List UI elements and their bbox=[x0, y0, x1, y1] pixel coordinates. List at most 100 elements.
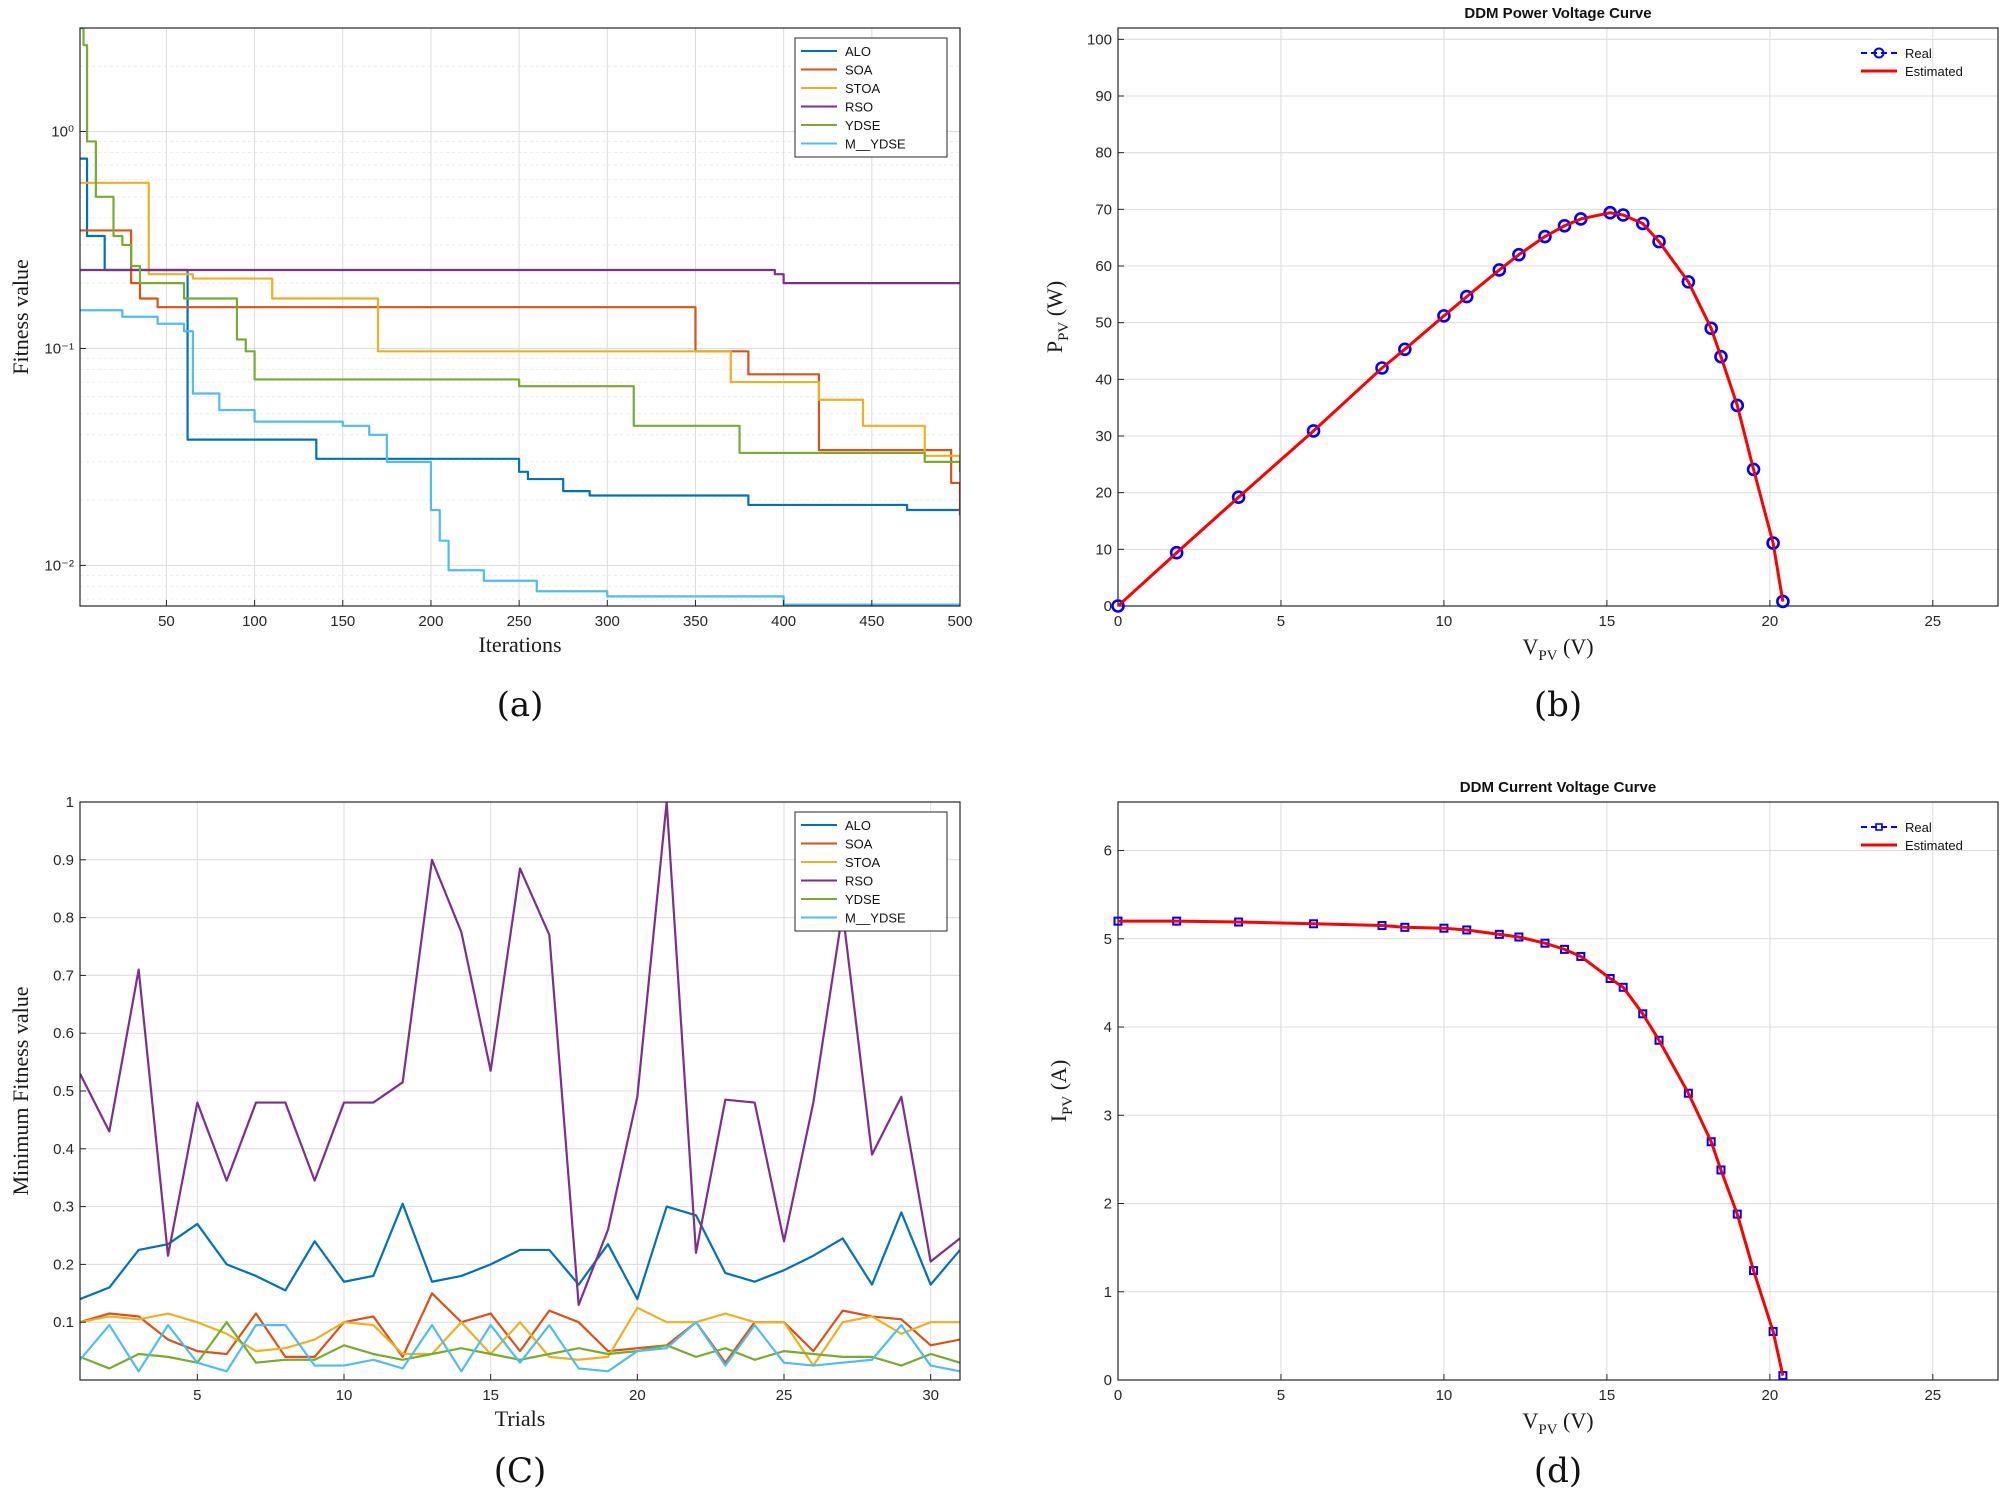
panel-b-series-real-point bbox=[1557, 218, 1572, 233]
panel-d-x-tick-label: 20 bbox=[1762, 1387, 1779, 1404]
panel-b-series-real-point bbox=[1538, 229, 1552, 244]
panel-c-legend-alo-label: ALO bbox=[845, 818, 871, 833]
panel-a-x-tick-label: 150 bbox=[330, 613, 355, 630]
panel-b-y-tick-label: 10 bbox=[1095, 541, 1112, 558]
panel-a-series-ydse-line bbox=[80, 28, 960, 472]
panel-b-series-estimated-overlay bbox=[1117, 211, 1784, 607]
panel-c-y-tick-label: 0.5 bbox=[53, 1083, 74, 1100]
panel-a-axes-frame bbox=[79, 27, 961, 607]
panel-d-series-estimated-overlay bbox=[1118, 920, 1784, 1376]
panel-b-axes-frame bbox=[1117, 27, 1999, 607]
panel-c-y-tick-label: 1 bbox=[66, 794, 74, 811]
panel-d-x-tick-label: 15 bbox=[1599, 1387, 1616, 1404]
panel-a-legend-box bbox=[794, 37, 948, 158]
panel-c-series-soa-line bbox=[80, 1292, 960, 1364]
panel-b-series-real-point bbox=[1306, 424, 1321, 438]
panel-a-x-tick-label: 500 bbox=[947, 613, 972, 630]
panel-c-x-tick-label: 25 bbox=[776, 1387, 793, 1404]
panel-c-y-tick-label: 0.1 bbox=[53, 1314, 74, 1331]
panel-b-y-tick-label: 90 bbox=[1095, 88, 1112, 105]
panel-b-series-real-point bbox=[1714, 349, 1728, 364]
panel-a-x-tick-label: 350 bbox=[683, 613, 708, 630]
panel-b-legend: Real Estimated bbox=[1861, 46, 1963, 79]
panel-b-legend-real-marker bbox=[1873, 47, 1885, 59]
panel-c-legend-soa-label: SOA bbox=[845, 837, 873, 852]
panel-b-series-real-point bbox=[1375, 361, 1389, 375]
panel-d-y-tick-label: 4 bbox=[1104, 1019, 1112, 1036]
panel-b-x-tick-label: 15 bbox=[1599, 613, 1616, 630]
panel-c-legend-box bbox=[794, 811, 948, 932]
panel-b-series-real-point bbox=[1730, 398, 1745, 413]
panel-d-series-real-point bbox=[1576, 951, 1586, 961]
panel-c-legend-ydse-label: YDSE bbox=[845, 892, 881, 907]
panel-d-title: DDM Current Voltage Curve bbox=[1460, 779, 1656, 796]
panel-d-legend-real-label: Real bbox=[1905, 820, 1932, 835]
panel-d-y-tick-label: 5 bbox=[1104, 931, 1112, 948]
panel-a-series-alo-line bbox=[80, 157, 960, 512]
panel-c-series-alo-line bbox=[80, 1202, 960, 1301]
panel-d-x-tick-label: 25 bbox=[1924, 1387, 1941, 1404]
panel-d-y-tick-label: 2 bbox=[1104, 1196, 1112, 1213]
panel-b-legend-real-label: Real bbox=[1905, 46, 1932, 61]
panel-d-x-tick-label: 0 bbox=[1114, 1387, 1122, 1404]
panel-b-y-tick-label: 50 bbox=[1095, 315, 1112, 332]
panel-b-series-real-point bbox=[1746, 462, 1761, 477]
panel-c-legend: ALO SOA STOA RSO YDSE M__YDSE bbox=[794, 811, 948, 932]
panel-b-x-tick-label: 20 bbox=[1762, 613, 1779, 630]
panel-d-ylabel: IPV (A) bbox=[1046, 1060, 1076, 1123]
panel-c-legend-m-ydse-label: M__YDSE bbox=[845, 911, 906, 926]
panel-b-series-real-point bbox=[1398, 342, 1412, 357]
panel-a-plot-area bbox=[80, 28, 960, 606]
panel-b-y-tick-label: 0 bbox=[1104, 598, 1112, 615]
panel-d-series-real-point bbox=[1654, 1035, 1664, 1045]
panel-a-y-tick-label: 10⁻² bbox=[44, 557, 74, 574]
panel-a-legend-alo-label: ALO bbox=[845, 44, 871, 59]
panel-b-legend-estimated-label: Estimated bbox=[1905, 64, 1963, 79]
panel-a-x-tick-label: 300 bbox=[595, 613, 620, 630]
panel-b-series-real-point bbox=[1681, 275, 1696, 289]
panel-c-series-ydse-line bbox=[80, 1321, 960, 1370]
panel-a: Iterations Fitness value (a) 50 100 150 200… bbox=[8, 27, 973, 725]
panel-c-y-tick-label: 0.4 bbox=[53, 1141, 74, 1158]
panel-d-y-tick-label: 1 bbox=[1104, 1284, 1112, 1301]
panel-c-legend-stoa-label: STOA bbox=[845, 855, 880, 870]
panel-d-legend-estimated-label: Estimated bbox=[1905, 838, 1963, 853]
panel-a-series-m-ydse-line bbox=[80, 309, 960, 606]
panel-a-legend: ALO SOA STOA RSO YDSE M__YDSE bbox=[794, 37, 948, 158]
panel-a-legend-stoa-label: STOA bbox=[845, 81, 880, 96]
panel-b-x-tick-label: 0 bbox=[1114, 613, 1122, 630]
panel-a-xlabel: Iterations bbox=[478, 632, 561, 657]
panel-a-legend-m-ydse-label: M__YDSE bbox=[845, 137, 906, 152]
panel-b-y-tick-label: 60 bbox=[1095, 258, 1112, 275]
panel-b-title: DDM Power Voltage Curve bbox=[1464, 5, 1651, 22]
panel-d-x-tick-label: 10 bbox=[1436, 1387, 1453, 1404]
panel-a-x-tick-label: 200 bbox=[418, 613, 443, 630]
panel-d-series-real-point bbox=[1618, 982, 1628, 992]
panel-d-series-real-point bbox=[1638, 1009, 1648, 1019]
panel-a-x-tick-label: 400 bbox=[771, 613, 796, 630]
panel-a-legend-rso-label: RSO bbox=[845, 100, 873, 115]
panel-b-y-tick-label: 30 bbox=[1095, 428, 1112, 445]
panel-d-y-tick-label: 6 bbox=[1104, 843, 1112, 860]
panel-b-y-tick-label: 40 bbox=[1095, 371, 1112, 388]
panel-d-series-real-point bbox=[1716, 1165, 1726, 1175]
panel-b-series-real-point bbox=[1512, 247, 1526, 262]
panel-a-caption: (a) bbox=[497, 685, 544, 725]
panel-b-x-tick-label: 25 bbox=[1924, 613, 1941, 630]
panel-a-series-stoa-line bbox=[80, 181, 960, 462]
panel-a-legend-soa-label: SOA bbox=[845, 63, 873, 78]
panel-c-xlabel: Trials bbox=[495, 1406, 546, 1431]
panel-b-series-real-point bbox=[1704, 321, 1718, 336]
panel-a-x-tick-label: 450 bbox=[859, 613, 884, 630]
panel-d-grid bbox=[1117, 802, 1998, 1381]
panel-b-y-tick-label: 70 bbox=[1095, 201, 1112, 218]
panel-b-y-tick-label: 20 bbox=[1095, 485, 1112, 502]
panel-c: Trials Minimum Fitness value (C) 5 10 15 20… bbox=[8, 794, 961, 1491]
panel-c-x-tick-label: 15 bbox=[482, 1387, 499, 1404]
panel-b-series-real-point bbox=[1492, 263, 1507, 277]
panel-d-x-tick-label: 5 bbox=[1277, 1387, 1285, 1404]
panel-b-series-real-point bbox=[1574, 212, 1588, 226]
panel-a-x-tick-label: 100 bbox=[242, 613, 267, 630]
panel-a-grid bbox=[80, 28, 961, 606]
